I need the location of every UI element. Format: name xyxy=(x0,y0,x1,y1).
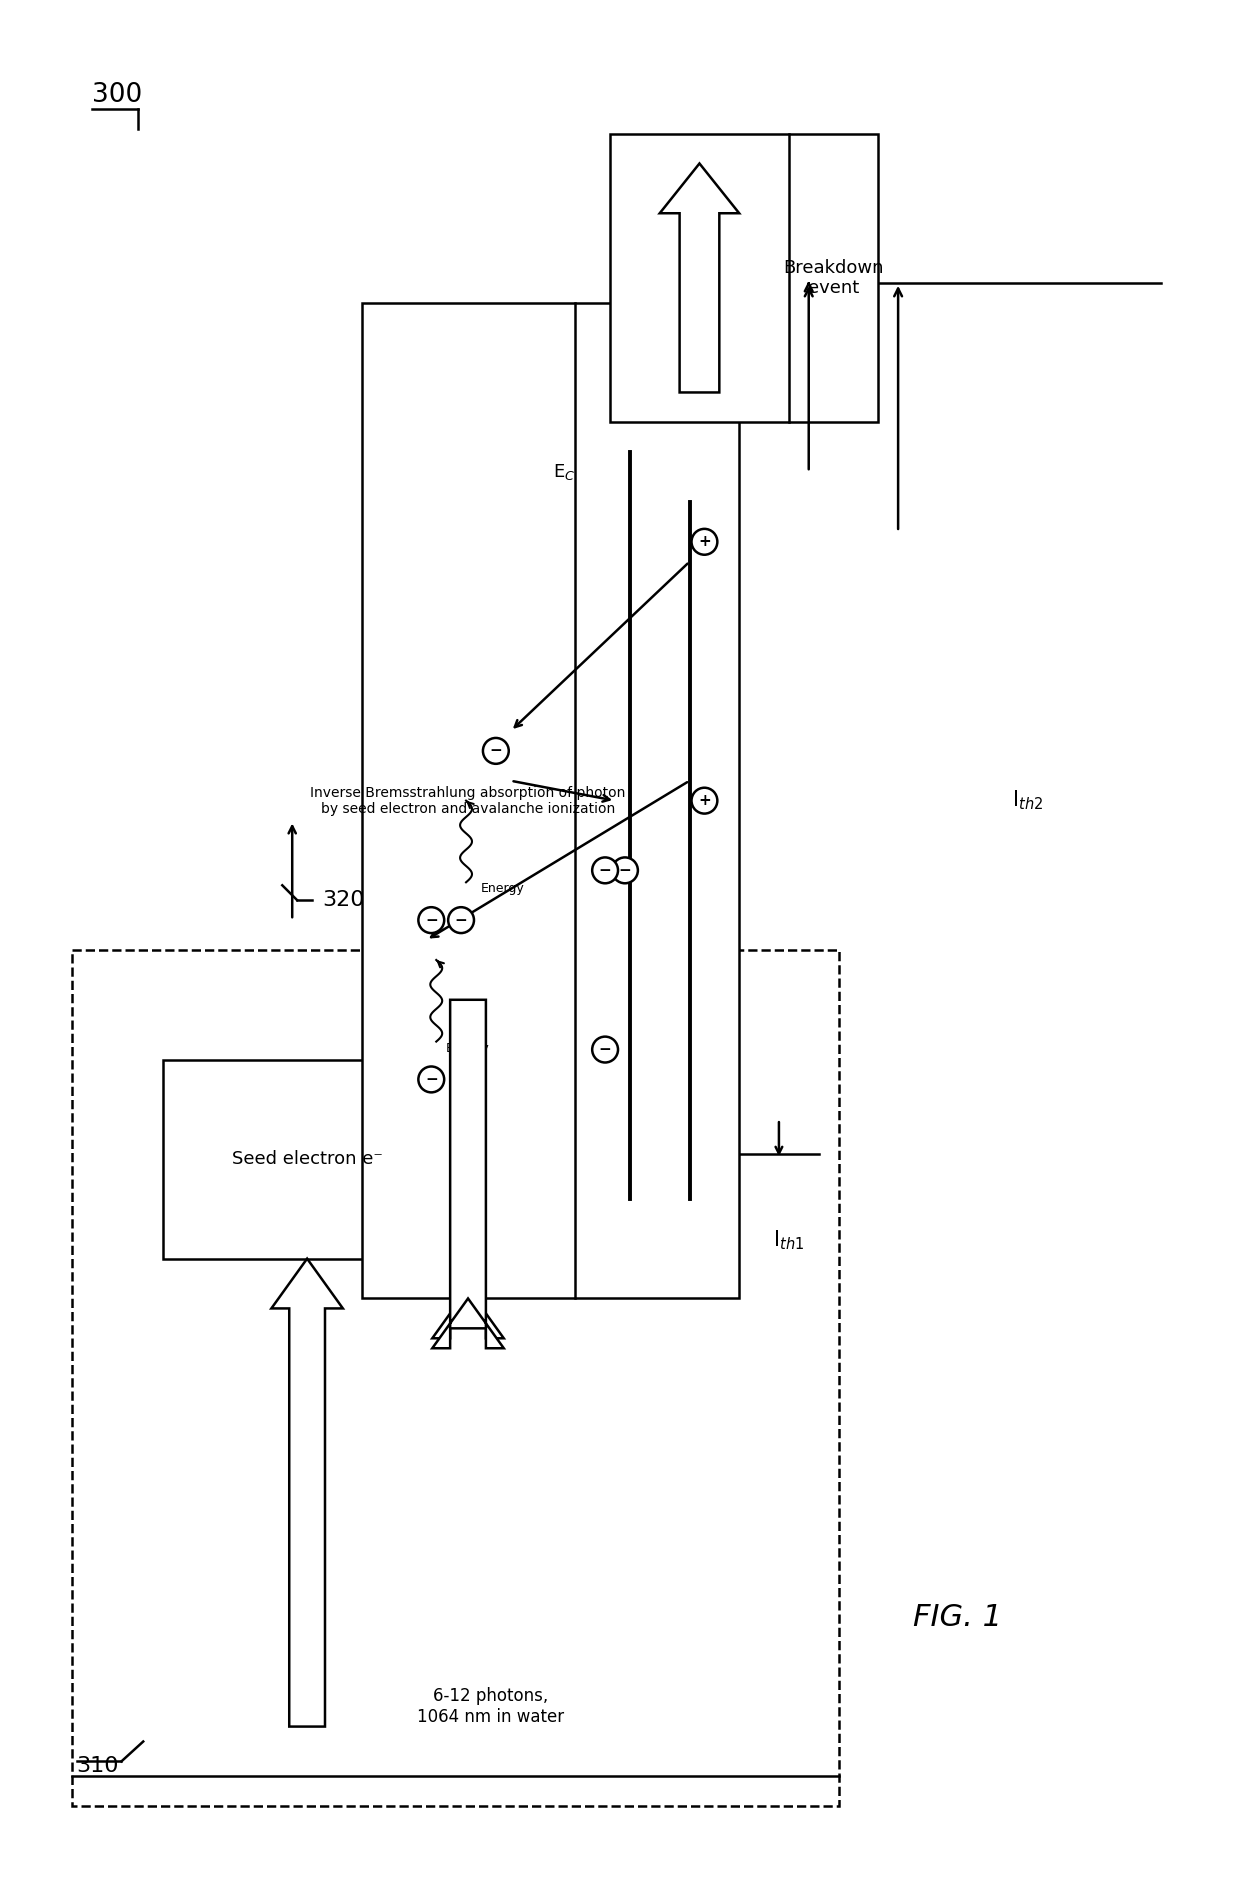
Text: Energy: Energy xyxy=(481,882,525,895)
Text: −: − xyxy=(455,912,467,927)
Text: −: − xyxy=(425,912,438,927)
Text: FIG. 1: FIG. 1 xyxy=(913,1602,1002,1632)
Polygon shape xyxy=(272,1258,343,1727)
Text: Breakdown
event: Breakdown event xyxy=(784,258,884,298)
Text: −: − xyxy=(619,863,631,878)
Circle shape xyxy=(593,1037,618,1062)
Bar xyxy=(362,302,739,1298)
Polygon shape xyxy=(660,163,739,393)
Text: I$_{th2}$: I$_{th2}$ xyxy=(1012,788,1043,813)
Text: E$_V$: E$_V$ xyxy=(694,532,718,551)
Circle shape xyxy=(482,737,508,764)
Polygon shape xyxy=(433,1288,503,1338)
Polygon shape xyxy=(433,999,503,1349)
Text: 310: 310 xyxy=(77,1756,119,1777)
Bar xyxy=(72,950,838,1807)
Circle shape xyxy=(418,906,444,933)
Bar xyxy=(610,133,878,422)
Text: Seed electron e⁻: Seed electron e⁻ xyxy=(232,1150,383,1168)
Circle shape xyxy=(593,857,618,884)
Circle shape xyxy=(692,788,718,813)
Text: 320: 320 xyxy=(322,891,365,910)
Text: 300: 300 xyxy=(92,82,141,108)
Text: Energy: Energy xyxy=(446,1041,490,1054)
Circle shape xyxy=(613,857,637,884)
Text: +: + xyxy=(698,534,711,549)
Circle shape xyxy=(418,1066,444,1092)
Text: E$_C$: E$_C$ xyxy=(553,462,575,483)
Text: −: − xyxy=(599,863,611,878)
Text: −: − xyxy=(490,743,502,758)
Circle shape xyxy=(692,528,718,555)
Text: −: − xyxy=(425,1072,438,1087)
Circle shape xyxy=(448,906,474,933)
Text: I$_{th1}$: I$_{th1}$ xyxy=(774,1229,805,1252)
Text: +: + xyxy=(698,792,711,808)
Text: Inverse Bremsstrahlung absorption of photon
by seed electron and avalanche ioniz: Inverse Bremsstrahlung absorption of pho… xyxy=(310,785,626,815)
Bar xyxy=(164,1060,451,1258)
Text: −: − xyxy=(599,1041,611,1056)
Text: 6-12 photons,
1064 nm in water: 6-12 photons, 1064 nm in water xyxy=(418,1687,564,1725)
